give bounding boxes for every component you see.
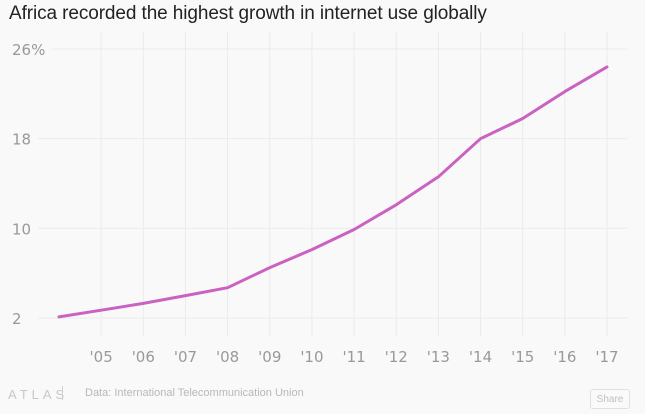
y-gridlines (38, 48, 627, 319)
x-tick-label: '09 (258, 348, 281, 366)
x-tick-label: '14 (469, 348, 492, 366)
y-tick-label: 18 (12, 131, 31, 149)
footer-divider (62, 386, 63, 400)
x-tick-label: '16 (553, 348, 576, 366)
x-tick-label: '06 (132, 348, 155, 366)
data-source: Data: International Telecommunication Un… (85, 387, 304, 399)
x-tick-label: '05 (90, 348, 113, 366)
y-tick-label: 10 (12, 220, 31, 238)
x-tick-label: '11 (342, 348, 365, 366)
x-tick-label: '10 (300, 348, 323, 366)
series-group (57, 65, 609, 319)
y-tick-label: 2 (12, 310, 22, 328)
chart-title: Africa recorded the highest growth in in… (9, 3, 487, 24)
x-tick-label: '08 (216, 348, 239, 366)
y-axis-ticks: 2 10 18 26% (12, 41, 45, 328)
y-tick-label: 26% (12, 41, 45, 59)
atlas-logo: ATLAS (8, 387, 69, 402)
x-tick-label: '13 (427, 348, 450, 366)
x-gridlines (100, 32, 608, 336)
x-axis-ticks: '05 '06 '07 '08 '09 '10 '11 '12 '13 '14 '15 '16 '17 (90, 348, 619, 366)
share-button[interactable]: Share (590, 389, 630, 409)
x-tick-label: '17 (595, 348, 618, 366)
x-tick-label: '07 (174, 348, 197, 366)
x-tick-label: '15 (511, 348, 534, 366)
x-tick-label: '12 (385, 348, 408, 366)
series-line (57, 65, 609, 319)
